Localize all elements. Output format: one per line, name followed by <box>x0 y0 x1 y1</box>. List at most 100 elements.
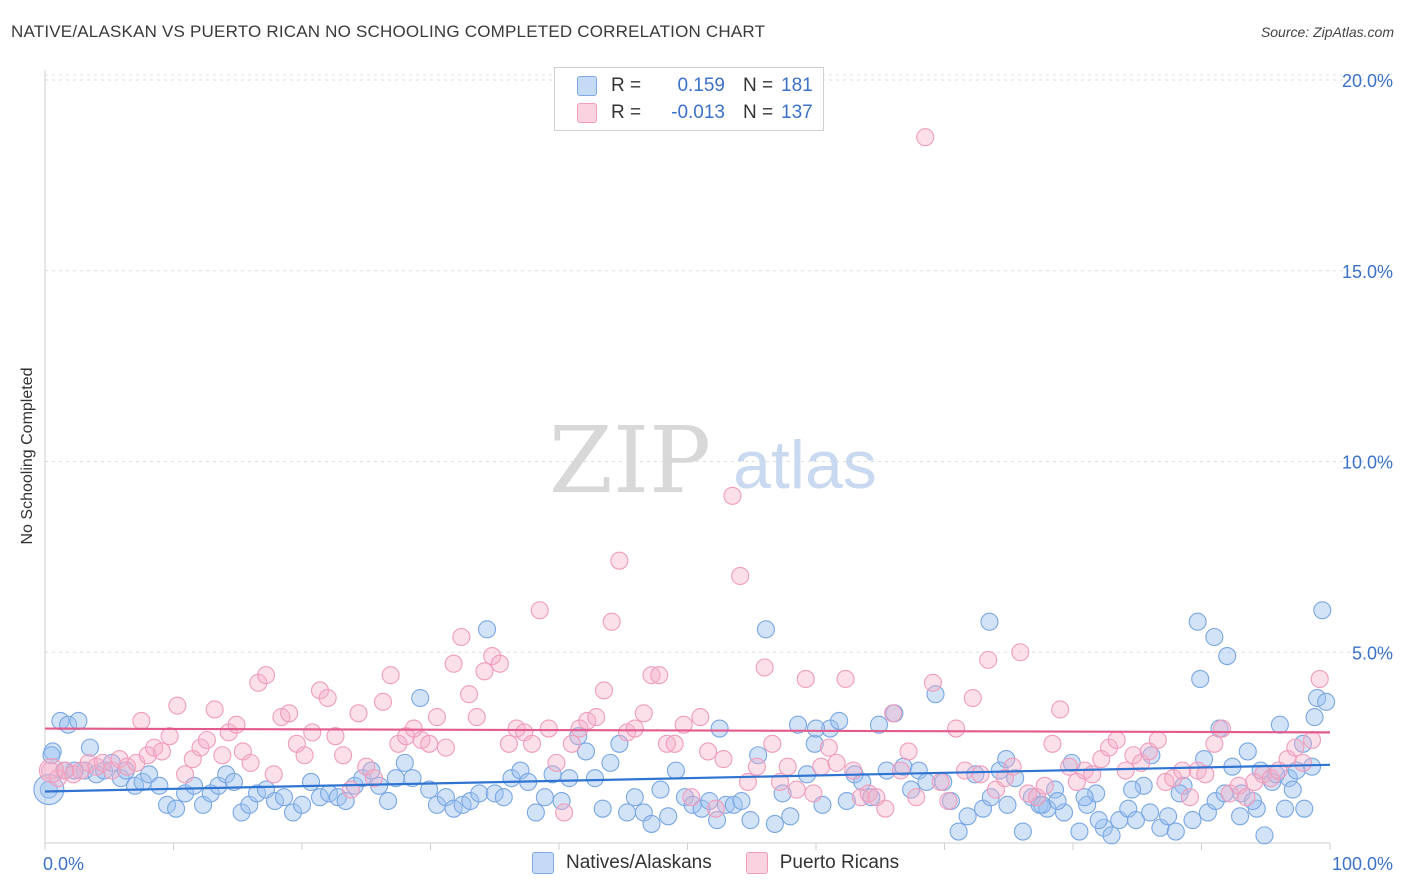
point-native <box>756 620 775 639</box>
point-puerto-rican <box>1099 738 1119 757</box>
point-puerto-rican <box>373 692 393 711</box>
point-puerto-rican <box>1237 788 1256 807</box>
point-puerto-rican <box>205 700 224 719</box>
point-puerto-rican <box>778 757 797 776</box>
point-puerto-rican <box>547 753 566 772</box>
point-puerto-rican <box>706 799 725 818</box>
point-puerto-rican <box>459 685 479 704</box>
point-puerto-rican <box>326 727 345 746</box>
point-native <box>552 791 571 811</box>
point-native <box>1231 807 1250 826</box>
point-native <box>869 715 889 734</box>
legend-n-value: 137 <box>781 102 813 123</box>
point-native <box>926 685 945 704</box>
point-puerto-rican <box>213 746 232 765</box>
watermark: ZIP atlas <box>549 407 877 514</box>
point-native <box>224 772 243 792</box>
point-native <box>150 776 169 795</box>
point-puerto-rican <box>1003 757 1022 776</box>
point-native <box>1191 669 1210 689</box>
point-native <box>1045 780 1065 799</box>
point-native <box>526 803 545 822</box>
trend-lines <box>44 727 1331 793</box>
point-puerto-rican <box>562 734 581 753</box>
point-puerto-rican <box>979 650 998 669</box>
point-native <box>265 791 285 811</box>
point-puerto-rican <box>310 681 330 700</box>
point-native <box>708 811 727 830</box>
point-native <box>1305 708 1324 727</box>
point-native <box>1170 784 1189 803</box>
point-native <box>1006 769 1025 788</box>
point-native <box>788 715 808 734</box>
point-native <box>292 795 312 814</box>
point-puerto-rican <box>132 711 151 730</box>
point-native <box>217 765 236 784</box>
point-puerto-rican <box>812 757 831 776</box>
point-puerto-rican <box>699 742 718 761</box>
point-puerto-rican <box>714 750 733 769</box>
point-puerto-rican <box>138 746 157 765</box>
point-native <box>232 803 251 822</box>
point-puerto-rican <box>241 753 260 772</box>
point-puerto-rican <box>1124 746 1143 765</box>
point-native <box>1270 715 1289 734</box>
point-puerto-rican <box>1261 769 1280 788</box>
point-puerto-rican <box>436 738 455 757</box>
point-puerto-rican <box>796 669 815 689</box>
point-native-large <box>33 774 65 806</box>
legend-row-puerto-ricans: R = -0.013 N = 137 <box>577 101 813 125</box>
point-puerto-rican <box>602 612 621 631</box>
point-native <box>301 772 321 792</box>
point-puerto-rican <box>397 727 416 746</box>
point-puerto-rican <box>530 601 549 620</box>
point-puerto-rican <box>318 688 337 708</box>
point-puerto-rican <box>691 708 710 727</box>
point-native <box>1283 780 1302 799</box>
point-puerto-rican <box>1043 734 1062 753</box>
point-puerto-rican <box>364 769 384 788</box>
point-native <box>830 711 849 730</box>
point-puerto-rican <box>674 715 693 734</box>
point-native <box>980 612 999 631</box>
point-puerto-rican <box>642 666 661 685</box>
point-native <box>576 742 596 761</box>
x-tick-label: 0.0% <box>43 854 84 874</box>
x-tick-label: 100.0% <box>1332 854 1393 874</box>
point-puerto-rican <box>1196 765 1215 784</box>
point-puerto-rican <box>634 704 653 723</box>
legend-r-label: R = <box>611 102 642 123</box>
point-puerto-rican <box>475 662 494 681</box>
point-native <box>1126 811 1146 830</box>
point-native <box>140 765 159 784</box>
series-natives-alaskans <box>33 601 1336 845</box>
point-puerto-rican <box>963 688 982 708</box>
bottom-legend-swatch-pink <box>745 852 768 874</box>
point-puerto-rican <box>303 723 322 742</box>
point-puerto-rican <box>610 551 629 570</box>
point-native <box>1308 688 1327 708</box>
watermark-zip: ZIP <box>549 407 711 514</box>
point-puerto-rican <box>956 761 975 780</box>
point-puerto-rican <box>227 715 246 734</box>
point-puerto-rican <box>594 681 614 700</box>
point-native <box>651 780 670 799</box>
point-puerto-rican <box>1060 757 1079 776</box>
point-puerto-rican <box>1180 788 1199 807</box>
point-puerto-rican <box>844 761 863 780</box>
point-puerto-rican <box>939 791 958 811</box>
point-native <box>1087 784 1106 803</box>
bottom-legend-swatch-blue <box>532 852 554 874</box>
point-native <box>167 799 186 818</box>
point-native <box>247 784 267 803</box>
series-puerto-ricans <box>38 128 1329 822</box>
point-puerto-rican <box>770 772 790 792</box>
point-puerto-rican <box>197 730 216 750</box>
legend-box: R = 0.159 N = 181 R = -0.013 N = 137 <box>554 67 824 131</box>
point-puerto-rican <box>483 647 502 666</box>
point-puerto-rican <box>787 780 806 799</box>
point-native <box>1255 826 1274 845</box>
point-puerto-rican <box>176 765 195 784</box>
point-puerto-rican <box>160 727 179 746</box>
point-puerto-rican <box>747 757 766 776</box>
